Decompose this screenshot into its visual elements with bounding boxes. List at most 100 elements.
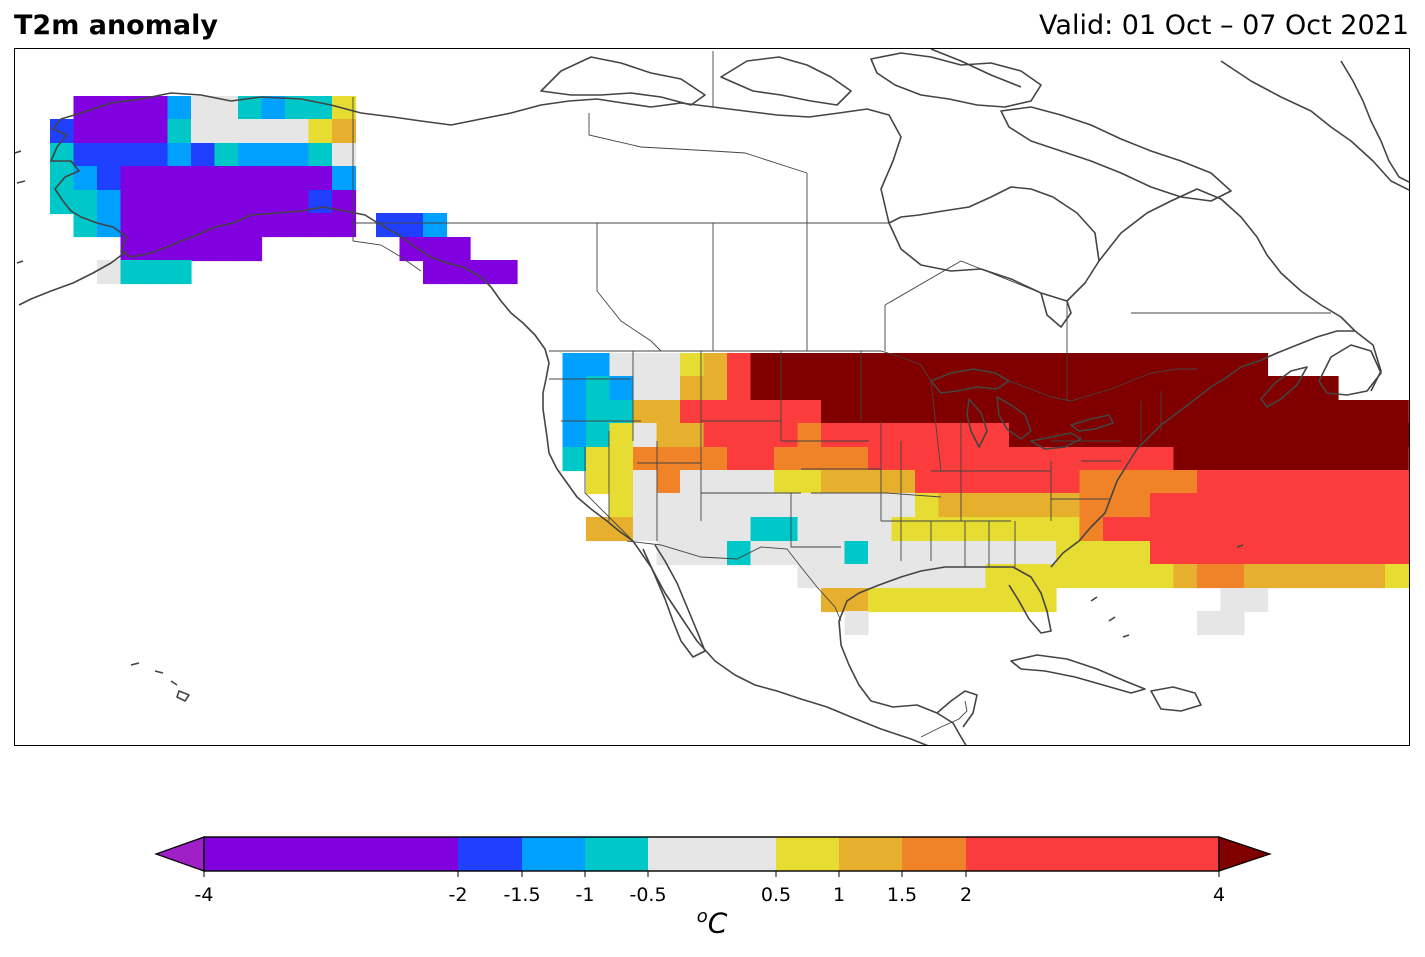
anomaly-cell xyxy=(750,400,775,425)
anomaly-cell xyxy=(1032,376,1057,401)
anomaly-cell xyxy=(703,376,728,401)
anomaly-cell xyxy=(844,423,869,448)
anomaly-cell xyxy=(1385,470,1409,495)
anomaly-cell xyxy=(1126,400,1151,425)
anomaly-cell xyxy=(214,237,239,262)
aleutian-islands xyxy=(15,150,26,264)
colorbar-tick-label: -0.5 xyxy=(629,884,667,906)
anomaly-cell xyxy=(1314,423,1339,448)
anomaly-cell xyxy=(1032,423,1057,448)
anomaly-cell xyxy=(1079,400,1104,425)
anomaly-cell xyxy=(797,517,822,542)
anomaly-cell xyxy=(1173,493,1198,518)
anomaly-cell xyxy=(1338,400,1363,425)
anomaly-cell xyxy=(73,213,98,238)
anomaly-cell xyxy=(1079,517,1104,542)
anomaly-cell xyxy=(1103,470,1128,495)
anomaly-cell xyxy=(868,541,893,566)
anomaly-cell xyxy=(285,166,310,191)
anomaly-cell xyxy=(985,493,1010,518)
anomaly-cell xyxy=(609,423,634,448)
anomaly-cell xyxy=(1244,423,1269,448)
anomaly-cell xyxy=(1173,564,1198,589)
anomaly-cell xyxy=(891,400,916,425)
anomaly-cell xyxy=(50,166,75,191)
anomaly-cell xyxy=(938,400,963,425)
anomaly-cell xyxy=(261,143,286,168)
colorbar-segment xyxy=(458,837,522,871)
anomaly-cell xyxy=(703,541,728,566)
anomaly-cell xyxy=(750,423,775,448)
anomaly-cell xyxy=(680,400,705,425)
anomaly-cell xyxy=(1103,447,1128,472)
anomaly-cell xyxy=(797,376,822,401)
anomaly-cell xyxy=(120,213,145,238)
anomaly-cell xyxy=(985,588,1010,613)
anomaly-cell xyxy=(1267,541,1292,566)
anomaly-cell xyxy=(656,353,681,378)
anomaly-cell xyxy=(1244,541,1269,566)
anomaly-cell xyxy=(1150,423,1175,448)
anomaly-cell xyxy=(50,119,75,144)
mexico-gulf-coast xyxy=(838,620,967,745)
anomaly-cell xyxy=(1150,541,1175,566)
anomaly-cell xyxy=(1126,541,1151,566)
anomaly-cell xyxy=(97,96,122,121)
anomaly-cell xyxy=(1338,423,1363,448)
anomaly-cell xyxy=(1056,493,1081,518)
anomaly-cell xyxy=(238,190,263,215)
anomaly-cell xyxy=(144,213,169,238)
map-panel xyxy=(14,48,1410,746)
anomaly-cell xyxy=(1361,447,1386,472)
central-america-borders xyxy=(920,700,968,738)
anomaly-cell xyxy=(1103,541,1128,566)
anomaly-cell xyxy=(238,166,263,191)
anomaly-cell xyxy=(797,353,822,378)
colorbar-tick-label: -1 xyxy=(575,884,595,906)
anomaly-cell xyxy=(423,237,448,262)
baffin-island xyxy=(1000,106,1232,202)
anomaly-cell xyxy=(985,564,1010,589)
alaska-coast xyxy=(50,92,492,288)
anomaly-cell xyxy=(703,470,728,495)
anomaly-cell xyxy=(586,470,611,495)
anomaly-cell xyxy=(167,260,192,285)
anomaly-cell xyxy=(399,213,424,238)
anomaly-cell xyxy=(120,166,145,191)
anomaly-cell xyxy=(1103,423,1128,448)
anomaly-cell xyxy=(97,119,122,144)
anomaly-cell xyxy=(962,588,987,613)
anomaly-cell xyxy=(774,493,799,518)
anomaly-cell xyxy=(1150,447,1175,472)
anomaly-cell xyxy=(1173,376,1198,401)
anomaly-cell xyxy=(1220,611,1245,636)
anomaly-cell xyxy=(1291,493,1316,518)
anomaly-cell xyxy=(1197,611,1222,636)
anomaly-cell xyxy=(1032,564,1057,589)
anomaly-cell xyxy=(633,447,658,472)
hispaniola xyxy=(1150,686,1202,712)
anomaly-cell xyxy=(844,376,869,401)
yucatan xyxy=(936,690,978,728)
colorbar-tick-label: -4 xyxy=(194,884,214,906)
anomaly-cell xyxy=(915,470,940,495)
anomaly-cell xyxy=(797,447,822,472)
anomaly-cell xyxy=(261,213,286,238)
anomaly-cell xyxy=(844,541,869,566)
anomaly-cell xyxy=(1361,423,1386,448)
anomaly-cell xyxy=(1197,353,1222,378)
anomaly-cell xyxy=(214,166,239,191)
anomaly-cell xyxy=(285,119,310,144)
anomaly-cell xyxy=(1267,423,1292,448)
anomaly-cell xyxy=(774,517,799,542)
anomaly-cell xyxy=(1244,470,1269,495)
anomaly-cell xyxy=(285,213,310,238)
anomaly-cell xyxy=(750,470,775,495)
anomaly-cell xyxy=(1220,400,1245,425)
anomaly-cell xyxy=(1079,447,1104,472)
anomaly-cell xyxy=(1197,400,1222,425)
anomaly-cell xyxy=(1220,470,1245,495)
anomaly-cell xyxy=(586,423,611,448)
canada-provincial-borders xyxy=(353,51,1331,401)
anomaly-cell xyxy=(938,447,963,472)
